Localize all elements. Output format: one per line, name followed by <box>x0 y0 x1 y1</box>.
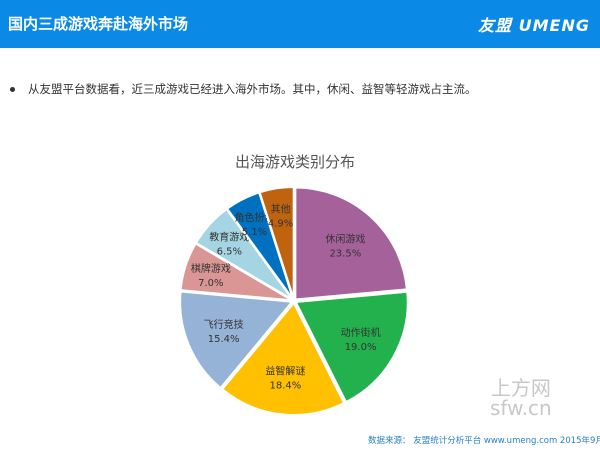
slice-value-label: 6.5% <box>217 246 242 257</box>
slice-value-label: 7.0% <box>198 278 223 289</box>
pie-slice <box>294 186 408 301</box>
slice-category-label: 益智解谜 <box>265 365 305 378</box>
slice-value-label: 23.5% <box>329 249 361 260</box>
bullet-label: 从友盟平台数据看，近三成游戏已经进入海外市场。其中，休闲、益智等轻游戏占主流。 <box>28 82 477 96</box>
slice-category-label: 休闲游戏 <box>325 233 365 246</box>
watermark: 上方网 sfw.cn <box>490 378 552 418</box>
slice-value-label: 19.0% <box>345 342 377 353</box>
slice-category-label: 飞行竞技 <box>204 318 244 331</box>
pie-slice <box>258 186 295 300</box>
bullet-icon <box>10 87 15 92</box>
slice-value-label: 18.4% <box>269 381 301 392</box>
slice-category-label: 棋牌游戏 <box>191 262 231 275</box>
watermark-line2: sfw.cn <box>490 396 552 420</box>
slice-value-label: 15.4% <box>208 334 240 345</box>
pie-slice <box>220 301 346 416</box>
bullet-text: 从友盟平台数据看，近三成游戏已经进入海外市场。其中，休闲、益智等轻游戏占主流。 <box>10 81 477 97</box>
slice-category-label: 教育游戏 <box>209 230 249 243</box>
pie-slice <box>294 290 409 404</box>
slice-category-label: 角色扮演 <box>235 211 275 224</box>
chart-title: 出海游戏类别分布 <box>234 153 355 171</box>
slice-value-label: 4.9% <box>268 219 293 230</box>
slice-category-label: 其他 <box>271 203 291 216</box>
watermark-line1: 上方网 <box>490 376 551 400</box>
source-note: 数据来源： 友盟统计分析平台 www.umeng.com 2015年9月 <box>368 436 600 446</box>
header-bar: 国内三成游戏奔赴海外市场 友盟 UMENG <box>0 0 600 48</box>
slice-value-label: 5.1% <box>242 227 267 238</box>
page-title: 国内三成游戏奔赴海外市场 <box>8 15 189 33</box>
umeng-logo: 友盟 UMENG <box>478 16 590 35</box>
pie-slice <box>179 290 295 390</box>
slice-category-label: 动作街机 <box>341 326 381 339</box>
